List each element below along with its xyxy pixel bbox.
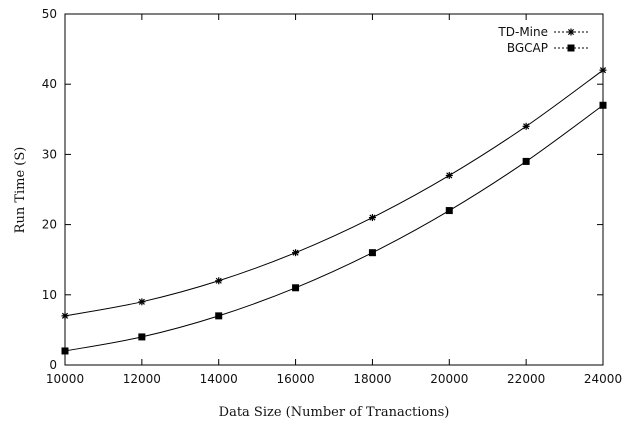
x-tick-label: 18000 bbox=[353, 372, 391, 386]
y-tick-label: 10 bbox=[42, 288, 57, 302]
legend-marker-bgcap bbox=[567, 44, 575, 52]
data-point-td-mine bbox=[522, 122, 530, 130]
data-point-bgcap bbox=[368, 249, 376, 257]
legend: TD-Mine BGCAP bbox=[497, 25, 588, 55]
data-point-bgcap bbox=[522, 157, 530, 165]
x-axis-ticks: 10000 12000 14000 16000 18000 20000 22000 24000 bbox=[46, 14, 622, 386]
data-point-bgcap bbox=[599, 101, 607, 109]
legend-label-bgcap: BGCAP bbox=[507, 41, 548, 55]
data-point-td-mine bbox=[215, 277, 223, 285]
y-tick-label: 40 bbox=[42, 77, 57, 91]
x-tick-label: 16000 bbox=[276, 372, 314, 386]
y-tick-label: 50 bbox=[42, 7, 57, 21]
plot-frame bbox=[64, 13, 604, 366]
data-point-bgcap bbox=[61, 347, 69, 355]
y-tick-label: 30 bbox=[42, 147, 57, 161]
data-point-bgcap bbox=[138, 333, 146, 341]
x-tick-label: 10000 bbox=[46, 372, 84, 386]
series-line-td-mine bbox=[64, 69, 604, 317]
data-point-bgcap bbox=[445, 207, 453, 215]
data-point-bgcap bbox=[215, 312, 223, 320]
legend-label-td-mine: TD-Mine bbox=[497, 25, 548, 39]
data-point-td-mine bbox=[368, 214, 376, 222]
legend-marker-td-mine bbox=[567, 28, 575, 36]
y-axis-title: Run Time (S) bbox=[13, 147, 28, 234]
x-tick-label: 12000 bbox=[123, 372, 161, 386]
x-tick-label: 22000 bbox=[507, 372, 545, 386]
data-point-td-mine bbox=[138, 298, 146, 306]
data-point-bgcap bbox=[292, 284, 300, 292]
data-point-td-mine bbox=[599, 66, 607, 74]
data-point-td-mine bbox=[292, 249, 300, 257]
x-tick-label: 20000 bbox=[430, 372, 468, 386]
x-tick-label: 24000 bbox=[584, 372, 622, 386]
data-point-td-mine bbox=[445, 171, 453, 179]
y-axis-ticks: 0 10 20 30 40 50 bbox=[42, 7, 603, 372]
plot-axes bbox=[64, 13, 604, 366]
x-tick-label: 14000 bbox=[200, 372, 238, 386]
series-line-bgcap bbox=[64, 104, 604, 352]
x-axis-title: Data Size (Number of Tranactions) bbox=[219, 405, 450, 420]
data-point-td-mine bbox=[61, 312, 69, 320]
series-layer bbox=[61, 66, 607, 355]
y-tick-label: 0 bbox=[49, 358, 57, 372]
y-tick-label: 20 bbox=[42, 218, 57, 232]
